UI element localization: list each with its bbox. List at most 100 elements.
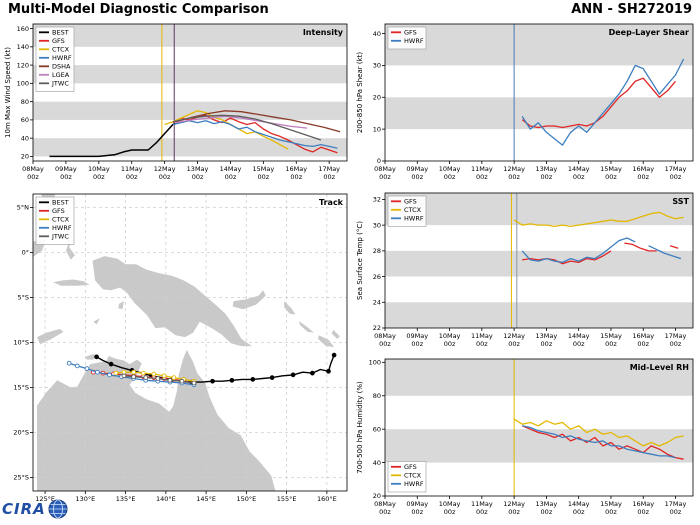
svg-text:20: 20 xyxy=(21,153,29,161)
header: Multi-Model Diagnostic Comparison ANN - … xyxy=(8,2,692,17)
svg-text:GFS: GFS xyxy=(404,463,417,471)
svg-text:00z: 00z xyxy=(541,340,553,348)
globe-icon xyxy=(48,499,68,519)
svg-text:140°E: 140°E xyxy=(156,495,176,503)
svg-text:20°S: 20°S xyxy=(13,429,29,437)
svg-text:11May: 11May xyxy=(121,165,143,173)
svg-text:160: 160 xyxy=(17,25,29,33)
svg-text:15May: 15May xyxy=(600,500,622,508)
svg-text:CTCX: CTCX xyxy=(404,206,422,214)
svg-text:15May: 15May xyxy=(252,165,274,173)
svg-text:32: 32 xyxy=(373,196,381,204)
svg-text:09May: 09May xyxy=(406,500,428,508)
svg-text:00z: 00z xyxy=(60,173,72,181)
svg-text:Sea Surface Temp (°C): Sea Surface Temp (°C) xyxy=(356,221,364,300)
svg-text:Deep-Layer Shear: Deep-Layer Shear xyxy=(609,28,689,37)
svg-text:SST: SST xyxy=(672,197,689,206)
svg-text:CTCX: CTCX xyxy=(404,472,422,480)
svg-text:130°E: 130°E xyxy=(75,495,95,503)
svg-text:08May: 08May xyxy=(374,500,396,508)
svg-text:GFS: GFS xyxy=(404,29,417,37)
svg-text:200-850 hPa Shear (kt): 200-850 hPa Shear (kt) xyxy=(356,52,364,133)
svg-text:14May: 14May xyxy=(568,332,590,340)
svg-text:40: 40 xyxy=(373,459,381,467)
svg-text:HWRF: HWRF xyxy=(404,215,424,223)
storm-id: ANN - SH272019 xyxy=(571,2,692,17)
svg-text:10May: 10May xyxy=(439,165,461,173)
svg-text:00z: 00z xyxy=(323,173,335,181)
svg-text:00z: 00z xyxy=(444,173,456,181)
svg-text:00z: 00z xyxy=(476,508,488,516)
svg-text:00z: 00z xyxy=(379,340,391,348)
svg-text:5°N: 5°N xyxy=(17,204,29,212)
svg-text:JTWC: JTWC xyxy=(51,80,69,88)
svg-text:17May: 17May xyxy=(665,332,687,340)
svg-text:09May: 09May xyxy=(406,165,428,173)
svg-text:140: 140 xyxy=(17,43,29,51)
svg-text:HWRF: HWRF xyxy=(404,37,424,45)
svg-text:16May: 16May xyxy=(632,500,654,508)
svg-text:11May: 11May xyxy=(471,165,493,173)
svg-text:135°E: 135°E xyxy=(116,495,136,503)
svg-text:10m Max Wind Speed (kt): 10m Max Wind Speed (kt) xyxy=(4,47,12,138)
svg-text:00z: 00z xyxy=(637,340,649,348)
svg-text:60: 60 xyxy=(373,425,381,433)
svg-text:120: 120 xyxy=(17,61,29,69)
intensity-chart: 20 40 60 80 100 120 140 160 08May 00z 09May 00z 10Ma… xyxy=(2,20,352,184)
svg-text:00z: 00z xyxy=(444,508,456,516)
intensity-svg: 2040608010012014016008May00z09May00z10Ma… xyxy=(4,23,348,181)
svg-text:25°S: 25°S xyxy=(13,474,29,482)
svg-text:40: 40 xyxy=(373,30,381,38)
svg-text:00z: 00z xyxy=(670,508,682,516)
svg-text:20: 20 xyxy=(373,93,381,101)
svg-text:00z: 00z xyxy=(126,173,138,181)
svg-text:00z: 00z xyxy=(573,173,585,181)
svg-text:30: 30 xyxy=(373,62,381,70)
svg-text:16May: 16May xyxy=(632,165,654,173)
svg-text:13May: 13May xyxy=(536,332,558,340)
svg-text:80: 80 xyxy=(373,392,381,400)
svg-text:08May: 08May xyxy=(374,165,396,173)
track-svg: 5°N 0° 5°S 10°S 15°S 20°S 25°S 125°E 130°E 135°E 1… xyxy=(13,193,348,503)
svg-text:80: 80 xyxy=(21,98,29,106)
svg-text:00z: 00z xyxy=(637,508,649,516)
svg-text:00z: 00z xyxy=(508,173,520,181)
svg-text:HWRF: HWRF xyxy=(52,54,72,62)
svg-text:10°S: 10°S xyxy=(13,339,29,347)
svg-text:700-500 hPa Humidity (%): 700-500 hPa Humidity (%) xyxy=(356,381,364,474)
mid-level-rh-chart: 20 40 60 80 100 08May 00z 09May 00z 10May 00z 11May… xyxy=(354,355,698,519)
svg-text:14May: 14May xyxy=(568,500,590,508)
svg-text:12May: 12May xyxy=(503,165,525,173)
svg-text:11May: 11May xyxy=(471,500,493,508)
svg-text:00z: 00z xyxy=(411,173,423,181)
svg-text:100: 100 xyxy=(369,359,381,367)
svg-text:10May: 10May xyxy=(439,500,461,508)
svg-text:00z: 00z xyxy=(476,173,488,181)
svg-text:00z: 00z xyxy=(508,340,520,348)
svg-text:60: 60 xyxy=(21,116,29,124)
svg-text:00z: 00z xyxy=(541,173,553,181)
svg-text:00z: 00z xyxy=(290,173,302,181)
svg-text:00z: 00z xyxy=(670,173,682,181)
svg-text:BEST: BEST xyxy=(52,199,69,207)
svg-text:10May: 10May xyxy=(88,165,110,173)
svg-text:30: 30 xyxy=(373,221,381,229)
svg-text:00z: 00z xyxy=(573,508,585,516)
svg-text:12May: 12May xyxy=(503,500,525,508)
svg-text:15May: 15May xyxy=(600,165,622,173)
svg-text:00z: 00z xyxy=(605,340,617,348)
svg-text:40: 40 xyxy=(21,134,29,142)
svg-text:150°E: 150°E xyxy=(236,495,256,503)
svg-text:10May: 10May xyxy=(439,332,461,340)
svg-text:155°E: 155°E xyxy=(277,495,297,503)
svg-text:10: 10 xyxy=(373,125,381,133)
svg-text:00z: 00z xyxy=(508,508,520,516)
svg-text:DSHA: DSHA xyxy=(52,63,71,71)
svg-text:22: 22 xyxy=(373,324,381,332)
svg-text:00z: 00z xyxy=(411,508,423,516)
svg-text:00z: 00z xyxy=(541,508,553,516)
svg-text:HWRF: HWRF xyxy=(52,224,72,232)
sst-chart: 22 24 26 28 30 32 08May 00z 09May 00z 10May 00z 11Ma… xyxy=(354,189,698,351)
track-map: 5°N 0° 5°S 10°S 15°S 20°S 25°S 125°E 130°E 135°E 1… xyxy=(2,190,352,508)
svg-text:00z: 00z xyxy=(379,508,391,516)
